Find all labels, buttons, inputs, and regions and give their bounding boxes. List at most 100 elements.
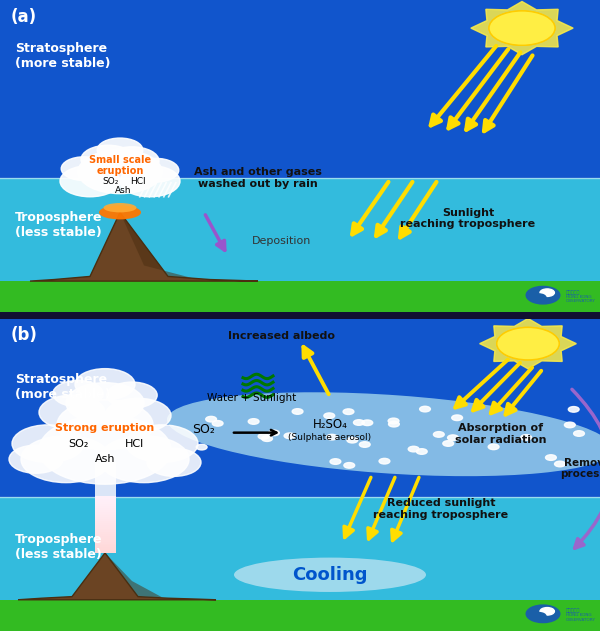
Circle shape (389, 422, 400, 427)
Circle shape (526, 605, 560, 623)
Text: Increased albedo: Increased albedo (229, 331, 335, 341)
Circle shape (540, 289, 554, 297)
Circle shape (21, 436, 111, 483)
Circle shape (292, 409, 303, 415)
Bar (95, 522, 116, 525)
Text: Deposition: Deposition (252, 235, 311, 245)
Text: Ash: Ash (115, 186, 131, 195)
FancyBboxPatch shape (95, 463, 116, 553)
Text: Sunlight
reaching troposphere: Sunlight reaching troposphere (400, 208, 536, 230)
Text: Troposphere
(less stable): Troposphere (less stable) (15, 211, 103, 239)
Circle shape (521, 435, 532, 440)
Ellipse shape (234, 558, 426, 592)
Circle shape (497, 327, 559, 360)
Bar (95, 550, 116, 553)
Bar (95, 517, 116, 519)
Text: Absorption of
solar radiation: Absorption of solar radiation (455, 423, 547, 445)
Bar (95, 526, 116, 529)
Bar (95, 513, 116, 516)
Bar (95, 496, 116, 498)
Circle shape (212, 420, 223, 426)
Bar (0, 178, 600, 281)
Bar (0, 599, 600, 631)
Text: Stratosphere
(more stable): Stratosphere (more stable) (15, 42, 110, 70)
Text: Reduced sunlight
reaching troposphere: Reduced sunlight reaching troposphere (373, 498, 509, 520)
Text: (Sulphate aerosol): (Sulphate aerosol) (289, 433, 371, 442)
Circle shape (61, 156, 107, 180)
Circle shape (448, 435, 458, 440)
Polygon shape (120, 213, 192, 278)
Circle shape (262, 436, 272, 442)
Circle shape (126, 425, 198, 463)
Circle shape (39, 395, 105, 430)
Circle shape (359, 442, 370, 447)
Bar (95, 543, 116, 545)
Circle shape (353, 420, 364, 425)
Polygon shape (30, 213, 258, 281)
Circle shape (196, 444, 207, 450)
Polygon shape (18, 553, 216, 599)
Bar (95, 530, 116, 533)
Circle shape (565, 422, 575, 428)
Text: Small scale
eruption: Small scale eruption (89, 155, 151, 176)
Circle shape (489, 11, 555, 45)
Bar (95, 536, 116, 538)
Circle shape (532, 294, 546, 302)
Text: Ash and other gases
washed out by rain: Ash and other gases washed out by rain (194, 167, 322, 189)
Circle shape (433, 432, 444, 437)
Polygon shape (105, 553, 162, 598)
Circle shape (206, 416, 217, 422)
Circle shape (66, 382, 144, 423)
Text: (b): (b) (11, 326, 38, 345)
Text: HONG KONG
OBSERVATORY: HONG KONG OBSERVATORY (566, 295, 596, 304)
Circle shape (53, 380, 103, 407)
Circle shape (545, 455, 556, 461)
Circle shape (554, 461, 565, 467)
Circle shape (78, 150, 162, 194)
Circle shape (452, 415, 463, 421)
Bar (95, 509, 116, 512)
Text: Strong eruption: Strong eruption (55, 423, 155, 433)
Ellipse shape (104, 203, 137, 213)
Text: SO₂: SO₂ (193, 423, 215, 435)
Text: SO₂: SO₂ (68, 439, 88, 449)
Text: Removal
processes: Removal processes (560, 457, 600, 480)
Text: Ash: Ash (95, 454, 115, 464)
Circle shape (284, 433, 295, 439)
Text: H₂SO₄: H₂SO₄ (313, 418, 347, 431)
Circle shape (419, 406, 430, 412)
Bar (95, 505, 116, 508)
Text: (a): (a) (11, 8, 37, 26)
Circle shape (269, 430, 280, 436)
Text: SO₂: SO₂ (103, 177, 119, 186)
Circle shape (532, 613, 546, 620)
Bar (95, 515, 116, 517)
Bar (95, 548, 116, 551)
Bar (95, 528, 116, 531)
Circle shape (344, 463, 355, 468)
Circle shape (379, 458, 390, 464)
Text: HCl: HCl (125, 439, 145, 449)
Bar (0, 497, 600, 599)
Bar (95, 502, 116, 504)
Ellipse shape (167, 392, 600, 476)
Bar (95, 546, 116, 549)
Text: Water + Sunlight: Water + Sunlight (208, 393, 296, 403)
Text: HCl: HCl (130, 177, 146, 186)
Circle shape (107, 382, 157, 408)
Bar (95, 521, 116, 523)
Circle shape (105, 398, 171, 433)
Circle shape (248, 418, 259, 424)
Bar (95, 504, 116, 506)
Circle shape (443, 440, 454, 446)
Bar (95, 545, 116, 547)
Circle shape (568, 406, 579, 412)
Circle shape (9, 445, 63, 473)
Circle shape (347, 437, 358, 443)
Bar (95, 519, 116, 521)
Bar (95, 498, 116, 500)
Circle shape (133, 158, 179, 182)
Circle shape (97, 138, 143, 162)
Bar (95, 507, 116, 510)
Circle shape (105, 147, 159, 175)
